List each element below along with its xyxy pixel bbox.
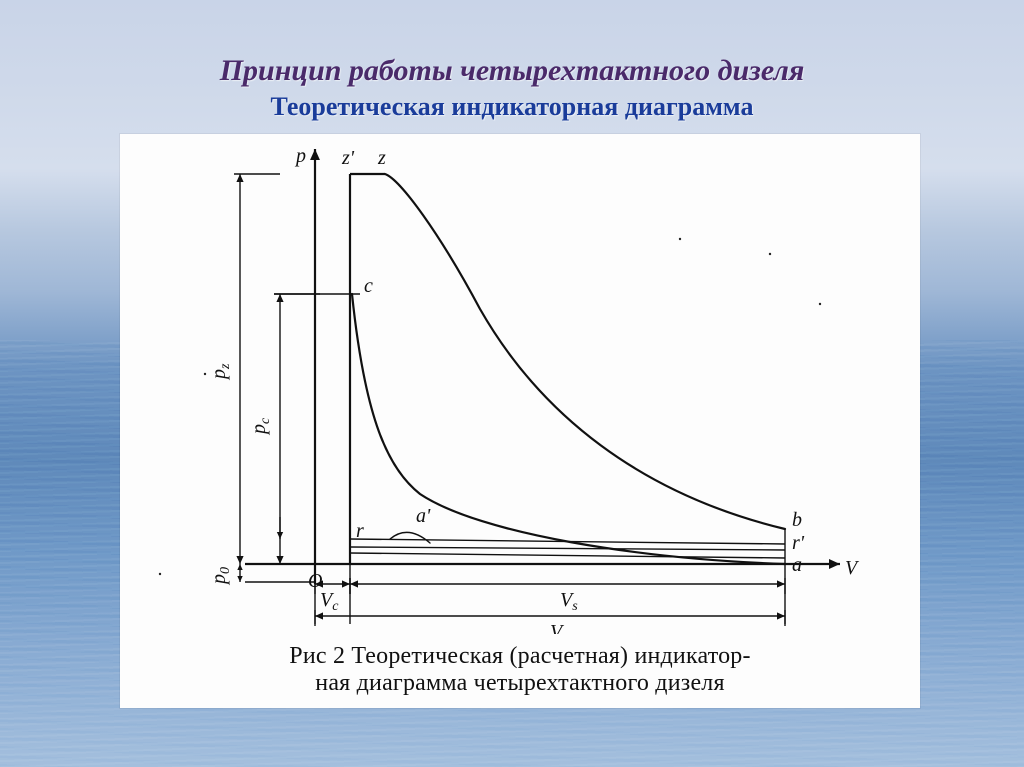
svg-text:z': z' (341, 147, 355, 169)
svg-text:r': r' (792, 532, 805, 554)
svg-text:Va: Va (550, 621, 569, 634)
pv-diagram: pz'zca'rbr'aOVVcVsVapzpcp0 (120, 134, 920, 634)
slide-subtitle: Теоретическая индикаторная диаграмма (0, 92, 1024, 122)
svg-text:b: b (792, 509, 802, 531)
caption-line-2: ная диаграмма четырехтактного дизеля (315, 670, 724, 696)
caption-line-1: Рис 2 Теоретическая (расчетная) индикато… (289, 643, 750, 669)
svg-text:a': a' (416, 505, 431, 527)
svg-text:V: V (845, 557, 860, 579)
svg-text:Vs: Vs (560, 589, 578, 614)
svg-text:p: p (294, 145, 306, 167)
svg-text:Vc: Vc (320, 589, 339, 614)
svg-text:p0: p0 (208, 567, 233, 586)
svg-text:c: c (364, 275, 373, 297)
slide-title: Принцип работы четырехтактного дизеля (0, 54, 1024, 88)
svg-text:a: a (792, 554, 802, 576)
svg-text:r: r (356, 520, 364, 542)
svg-text:z: z (377, 147, 386, 169)
figure-caption: Рис 2 Теоретическая (расчетная) индикато… (120, 643, 920, 698)
svg-text:pz: pz (208, 363, 233, 381)
svg-text:pc: pc (248, 417, 273, 436)
diagram-panel: pz'zca'rbr'aOVVcVsVapzpcp0 Рис 2 Теорети… (120, 134, 920, 708)
